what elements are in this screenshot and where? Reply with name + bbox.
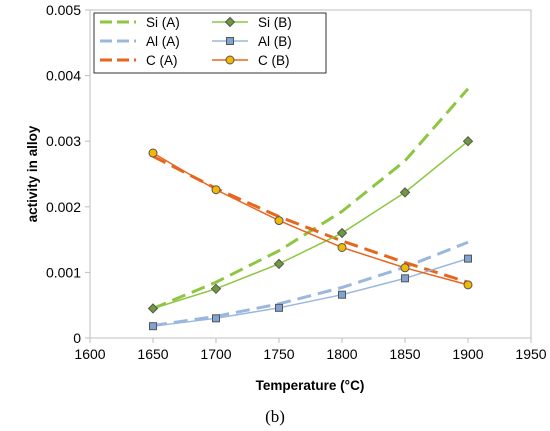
y-tick-label: 0.002 — [46, 199, 81, 215]
legend-marker — [226, 37, 234, 45]
legend-item-c-b: C (B) — [212, 53, 290, 68]
series-al-a — [152, 240, 469, 328]
data-point — [401, 274, 409, 283]
axes: 1600 1650 1700 1750 1800 1850 1900 1950 0 0.001 0.… — [46, 2, 547, 362]
series-line — [152, 154, 469, 284]
data-point — [464, 254, 472, 263]
data-point — [337, 242, 347, 252]
x-tick-label: 1600 — [74, 346, 105, 362]
legend-box — [93, 12, 327, 74]
series-line — [152, 87, 470, 310]
x-tick-label: 1700 — [200, 346, 231, 362]
data-point — [210, 283, 222, 295]
legend-item-c-a: C (A) — [100, 53, 178, 68]
x-tick-label: 1850 — [389, 346, 420, 362]
data-point — [211, 185, 221, 195]
series-c-b — [148, 148, 473, 290]
series-line — [152, 152, 469, 286]
data-point — [462, 135, 474, 147]
y-tick-label: 0 — [73, 330, 81, 346]
legend-label: Si (A) — [146, 15, 180, 30]
legend-marker — [225, 55, 235, 65]
figure-caption: (b) — [265, 407, 285, 426]
legend-marker — [224, 16, 236, 28]
series-line — [152, 140, 469, 310]
data-point — [147, 303, 159, 314]
data-point — [399, 187, 411, 198]
x-tick-label: 1750 — [263, 346, 294, 362]
data-point — [274, 216, 284, 226]
data-point — [212, 314, 220, 323]
series-c-a — [152, 154, 469, 284]
y-tick-label: 0.003 — [46, 133, 81, 149]
legend-label: Si (B) — [258, 15, 292, 30]
legend: Si (A) Si (B) Al (A) Al (B) C (A) C (B) — [93, 12, 327, 74]
legend-item-si-b: Si (B) — [212, 15, 292, 30]
legend-item-al-b: Al (B) — [212, 34, 292, 49]
x-tick-label: 1900 — [452, 346, 483, 362]
data-point — [149, 322, 157, 331]
legend-label: Al (B) — [258, 34, 292, 49]
legend-item-si-a: Si (A) — [100, 15, 180, 30]
data-point — [336, 227, 348, 239]
legend-label: C (B) — [258, 53, 290, 68]
y-tick-label: 0.005 — [46, 2, 81, 18]
series-line — [152, 240, 469, 328]
data-point — [400, 263, 410, 273]
legend-item-al-a: Al (A) — [100, 34, 180, 49]
series-si-a — [152, 87, 470, 310]
y-axis-title: activity in alloy — [25, 125, 40, 222]
y-tick-label: 0.004 — [46, 68, 81, 84]
series-layer — [147, 87, 474, 331]
legend-label: Al (A) — [146, 34, 180, 49]
y-tick-label: 0.001 — [46, 264, 81, 280]
x-tick-label: 1800 — [326, 346, 357, 362]
legend-label: C (A) — [146, 53, 178, 68]
x-tick-label: 1950 — [515, 346, 546, 362]
data-point — [338, 290, 346, 299]
x-axis-title: Temperature (°C) — [256, 378, 365, 393]
data-point — [273, 258, 285, 270]
data-point — [275, 303, 283, 312]
data-point — [463, 280, 473, 290]
series-al-b — [149, 254, 472, 331]
series-si-b — [147, 135, 474, 314]
x-tick-label: 1650 — [137, 346, 168, 362]
series-line — [152, 257, 469, 327]
data-point — [148, 148, 158, 158]
